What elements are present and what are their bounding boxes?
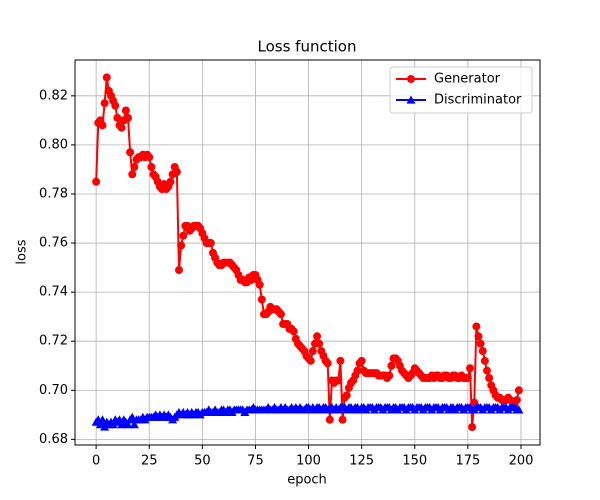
marker: [306, 356, 315, 365]
marker: [124, 113, 133, 122]
chart-title: Loss function: [258, 38, 357, 56]
marker: [480, 356, 489, 365]
marker: [126, 148, 135, 157]
y-tick-label: 0.80: [39, 137, 68, 152]
y-tick-label: 0.78: [39, 186, 68, 201]
marker: [474, 332, 483, 341]
marker: [463, 374, 472, 383]
marker: [255, 280, 264, 289]
marker: [129, 420, 139, 429]
marker: [113, 113, 122, 122]
legend-marker: [406, 95, 416, 104]
y-tick-label: 0.68: [39, 432, 68, 447]
marker: [147, 162, 156, 171]
marker: [323, 359, 332, 368]
marker: [102, 73, 111, 82]
marker: [466, 364, 475, 373]
marker: [123, 420, 133, 429]
marker: [128, 170, 137, 179]
marker: [387, 361, 396, 370]
y-axis-label: loss: [15, 239, 30, 264]
marker: [257, 295, 266, 304]
x-tick-label: 25: [141, 454, 158, 469]
marker: [357, 356, 366, 365]
x-tick-label: 75: [247, 454, 264, 469]
x-tick-label: 200: [509, 454, 534, 469]
marker: [117, 420, 127, 429]
marker: [336, 356, 345, 365]
marker: [289, 327, 298, 336]
marker: [514, 386, 523, 395]
marker: [476, 339, 485, 348]
marker: [117, 123, 126, 132]
marker: [98, 121, 107, 130]
marker: [325, 415, 334, 424]
legend-label: Discriminator: [434, 93, 522, 108]
x-tick-label: 100: [296, 454, 321, 469]
legend-marker: [407, 75, 415, 83]
marker: [206, 239, 215, 248]
y-tick-label: 0.82: [39, 88, 68, 103]
x-tick-label: 50: [194, 454, 211, 469]
marker: [353, 366, 362, 375]
marker: [485, 374, 494, 383]
x-tick-label: 0: [92, 454, 100, 469]
x-axis-label: epoch: [287, 473, 327, 488]
marker: [514, 405, 524, 414]
marker: [145, 153, 154, 162]
marker: [308, 347, 317, 356]
x-tick-label: 175: [455, 454, 480, 469]
marker: [342, 391, 351, 400]
marker: [313, 332, 322, 341]
marker: [334, 376, 343, 385]
marker: [130, 162, 139, 171]
y-tick-label: 0.72: [39, 334, 68, 349]
y-tick-label: 0.74: [39, 285, 68, 300]
marker: [108, 420, 118, 429]
marker: [315, 339, 324, 348]
marker: [276, 310, 285, 319]
marker: [121, 106, 130, 115]
x-tick-label: 125: [349, 454, 374, 469]
marker: [100, 422, 110, 431]
plot-frame: [74, 59, 541, 446]
x-tick-label: 150: [402, 454, 427, 469]
marker: [468, 423, 477, 432]
legend-label: Generator: [434, 72, 501, 87]
marker: [385, 371, 394, 380]
marker: [166, 177, 175, 186]
marker: [512, 396, 521, 405]
marker: [478, 347, 487, 356]
marker: [92, 177, 101, 186]
marker: [172, 167, 181, 176]
marker: [174, 266, 183, 275]
marker: [338, 415, 347, 424]
legend: Generator Discriminator: [389, 66, 533, 114]
marker: [177, 241, 186, 250]
marker: [482, 366, 491, 375]
marker: [179, 231, 188, 240]
marker: [111, 101, 120, 110]
y-tick-label: 0.70: [39, 383, 68, 398]
y-tick-label: 0.76: [39, 236, 68, 251]
marker: [472, 322, 481, 331]
marker: [100, 99, 109, 108]
